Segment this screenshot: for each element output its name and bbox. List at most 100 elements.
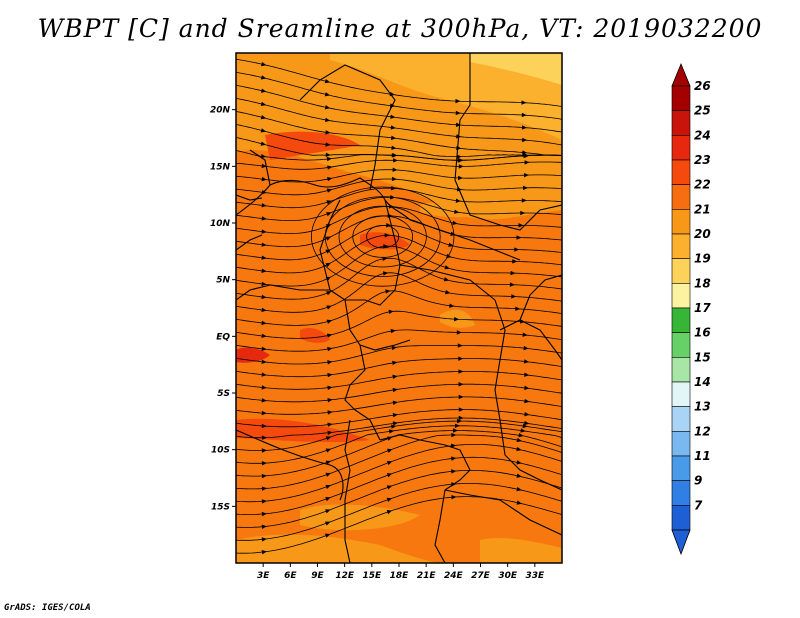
streamline-arrow	[521, 100, 527, 105]
streamline-arrow	[458, 394, 464, 400]
colorbar-label: 21	[694, 202, 711, 216]
colorbar-label: 15	[694, 350, 711, 364]
streamline-arrow	[261, 294, 267, 300]
streamline	[236, 97, 562, 146]
streamline-arrow	[458, 356, 464, 361]
streamline-arrow	[327, 430, 333, 436]
streamline-arrow	[326, 212, 332, 217]
streamline-arrow	[261, 216, 267, 221]
colorbar-segment	[671, 258, 691, 284]
streamline-arrow	[327, 372, 333, 378]
colorbar-label: 20	[694, 227, 711, 241]
streamline-arrow	[443, 277, 450, 282]
streamline-arrow	[521, 125, 527, 130]
streamline-arrow	[261, 333, 267, 339]
streamline-arrow	[523, 359, 530, 364]
streamline-arrow	[392, 158, 399, 163]
streamline-arrow	[382, 271, 389, 276]
streamline-arrow	[325, 117, 331, 123]
streamline	[236, 409, 562, 428]
colorbar-segment	[671, 307, 691, 333]
y-tick-label: 5N	[216, 276, 230, 286]
streamline-arrow	[520, 428, 526, 433]
streamline-arrow	[261, 163, 267, 169]
streamline-arrow	[261, 359, 267, 364]
streamline-arrow	[260, 115, 267, 120]
streamline	[236, 169, 562, 183]
streamline	[236, 329, 562, 352]
streamline	[236, 84, 562, 133]
streamline-arrow	[518, 223, 524, 228]
streamline-arrow	[325, 130, 331, 135]
streamline-arrow	[325, 236, 332, 241]
streamline-arrow	[457, 343, 463, 348]
colorbar-label: 14	[694, 375, 711, 389]
colorbar-segment	[671, 85, 691, 111]
streamline-arrow	[261, 398, 267, 403]
streamline	[236, 290, 562, 326]
streamline-arrow	[261, 203, 267, 208]
colorbar-label: 17	[694, 301, 711, 315]
streamline-arrow	[325, 472, 331, 477]
streamline-arrow	[261, 307, 267, 313]
streamline-arrow	[325, 509, 331, 514]
streamline-arrow	[444, 265, 450, 270]
streamline-arrow	[516, 500, 522, 505]
streamline	[236, 496, 562, 554]
streamline-arrow	[326, 156, 332, 162]
streamline-arrow	[524, 385, 530, 391]
streamline	[236, 396, 562, 415]
streamline-arrow	[522, 423, 528, 429]
streamline-arrow	[458, 164, 464, 169]
streamline-arrow	[516, 235, 522, 240]
streamline-arrow	[392, 167, 398, 172]
streamline-arrow	[446, 253, 452, 258]
x-tick-label: 3E	[257, 571, 270, 581]
streamline-arrow	[391, 345, 397, 351]
streamline-arrow	[324, 533, 331, 538]
streamline-arrow	[386, 223, 392, 228]
streamline-arrow	[260, 154, 267, 159]
streamline-arrow	[516, 437, 522, 443]
streamline-arrow	[455, 98, 461, 104]
streamline-arrow	[523, 172, 529, 178]
streamline-arrow	[261, 242, 267, 247]
streamline	[236, 187, 562, 209]
streamline-arrow	[325, 142, 331, 147]
colorbar-top-arrow	[671, 62, 691, 87]
streamline-arrow	[458, 382, 464, 387]
streamline-arrow	[325, 521, 331, 526]
streamline-arrow	[383, 244, 389, 249]
streamline-arrow	[457, 418, 463, 424]
streamline-arrow	[324, 105, 331, 110]
streamline	[236, 58, 562, 107]
streamline-arrow	[261, 473, 267, 479]
streamline-arrow	[261, 549, 267, 555]
streamline-arrow	[523, 185, 529, 191]
streamline-arrow	[260, 75, 267, 80]
streamline	[236, 483, 562, 541]
streamline-arrow	[392, 413, 398, 418]
streamline-arrow	[390, 135, 397, 140]
streamline-arrow	[326, 305, 332, 310]
streamline-arrow	[523, 345, 529, 351]
streamline-arrow	[452, 428, 458, 433]
streamline	[236, 425, 562, 464]
streamline-arrow	[455, 110, 461, 116]
y-tick-label: 10N	[210, 219, 231, 229]
streamline-arrow	[261, 435, 267, 440]
streamline	[236, 245, 562, 287]
streamline-arrow	[326, 291, 332, 296]
streamline-arrow	[510, 270, 516, 276]
streamline-arrow	[391, 145, 397, 150]
streamline-arrow	[521, 112, 527, 118]
streamline-arrow	[524, 160, 530, 165]
y-axis: 20N 15N 10N 5N EQ 5S 10S 15S	[210, 106, 236, 512]
streamline	[236, 215, 562, 248]
streamline	[236, 234, 562, 274]
streamline-arrow	[382, 256, 388, 261]
x-tick-label: 9E	[311, 571, 324, 581]
streamline-arrow	[455, 198, 461, 203]
streamlines	[236, 58, 562, 554]
streamline-arrow	[387, 448, 393, 453]
